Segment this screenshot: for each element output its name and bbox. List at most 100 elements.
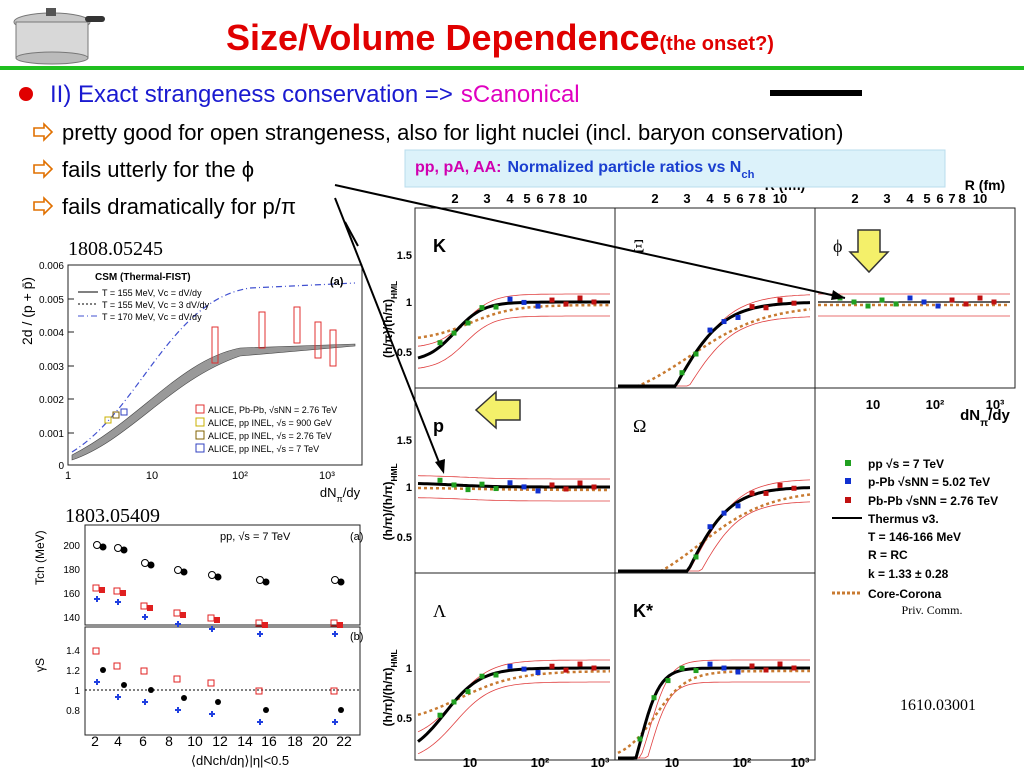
legend-entry: Thermus v3.: [868, 512, 939, 526]
top-tick-label: 8: [958, 191, 965, 206]
core-corona-curve: [417, 303, 610, 340]
marker: [549, 297, 555, 303]
y-tick-label: 0.004: [39, 328, 64, 339]
legend-entry: pp √s = 7 TeV: [868, 457, 944, 471]
marker: [763, 305, 769, 311]
x-tick-label: 10: [463, 755, 477, 768]
marker: [707, 661, 713, 667]
y-axis-label-part: HML: [389, 649, 399, 667]
thermus-curve: [417, 300, 610, 360]
top-tick-label: 4: [706, 191, 714, 206]
marker: [257, 719, 263, 725]
marker: [112, 411, 120, 419]
marker: [507, 296, 513, 302]
marker: [735, 503, 741, 509]
bullet-dot: [19, 87, 33, 101]
top-tick-label: 3: [683, 191, 690, 206]
y-tick-label: 1.2: [66, 666, 80, 677]
marker: [94, 596, 100, 602]
x-tick-label: 10³: [319, 470, 335, 482]
marker: [665, 678, 671, 684]
marker: [763, 667, 769, 673]
marker: [147, 605, 153, 611]
marker: [113, 662, 121, 670]
top-tick-label: 2: [651, 191, 658, 206]
y-tick-label: 0.8: [66, 706, 80, 717]
marker: [207, 679, 215, 687]
panel-label: K*: [633, 601, 653, 621]
x-axis-label: dNπ/dy: [960, 407, 1010, 429]
y-tick-label: 1: [74, 686, 80, 697]
marker: [92, 647, 100, 655]
marker: [214, 617, 220, 623]
top-tick-label: 6: [736, 191, 743, 206]
x-tick-label: 20: [312, 733, 328, 749]
legend-entry: ALICE, pp INEL, √s = 900 GeV: [208, 418, 332, 428]
error-box: [314, 321, 322, 359]
marker: [521, 299, 527, 305]
marker: [749, 304, 755, 310]
marker: [591, 484, 597, 490]
marker: [563, 486, 569, 492]
marker: [791, 665, 797, 671]
marker: [451, 330, 457, 336]
x-tick-label: 10³: [986, 397, 1005, 412]
sub-bullet: fails utterly for the ϕ: [62, 157, 254, 182]
panel-label: p: [433, 416, 444, 436]
legend-marker: [195, 417, 205, 427]
cooker-icon: [13, 8, 105, 65]
panel-label: K: [433, 236, 446, 256]
top-tick-label: 8: [758, 191, 765, 206]
title: Size/Volume Dependence(the onset?): [226, 17, 774, 58]
marker: [577, 295, 583, 301]
legend-entry: ALICE, pp INEL, √s = 2.76 TeV: [208, 431, 332, 441]
marker: [493, 486, 499, 492]
marker: [262, 578, 270, 586]
top-tick-label: 5: [523, 191, 530, 206]
top-tick-label: 5: [723, 191, 730, 206]
legend-entry: k = 1.33 ± 0.28: [868, 567, 949, 581]
x-tick-label: 22: [336, 733, 352, 749]
yellow-arrow: [474, 390, 521, 430]
x-axis-label: ⟨dNch/dη⟩|η|<0.5: [191, 753, 289, 768]
marker: [115, 694, 121, 700]
marker: [337, 578, 345, 586]
model-band: [417, 475, 610, 480]
x-tick-label: 10²: [926, 397, 945, 412]
caption: pp, pA, AA: Normalized particle ratios vs…: [415, 159, 755, 181]
bullet-part: sCanonical: [461, 81, 580, 108]
marker: [479, 305, 485, 311]
x-axis-label: dNπ/dy: [320, 485, 361, 504]
marker: [451, 699, 457, 705]
y-tick-label: 180: [63, 565, 80, 576]
marker: [521, 666, 527, 672]
marker: [121, 682, 127, 688]
legend-entry: ALICE, pp INEL, √s = 7 TeV: [208, 444, 319, 454]
core-corona-curve: [418, 486, 610, 492]
top-tick-label: 7: [748, 191, 755, 206]
hollow-arrow: [33, 159, 54, 179]
plot-frame: [67, 264, 363, 466]
sub-bullet: pretty good for open strangeness, also f…: [62, 120, 843, 145]
top-tick-label: 2: [451, 191, 458, 206]
legend-marker: [195, 404, 205, 414]
x-axis-label-part: π: [337, 494, 343, 504]
marker: [263, 707, 269, 713]
marker: [215, 699, 221, 705]
y-tick-label: 1.5: [397, 250, 412, 262]
legend-entry: T = 155 MeV, Vc = 3 dV/dy: [102, 300, 210, 310]
y-axis-label-part: (h/π)/(h/π): [381, 481, 395, 540]
panel-label: (a): [330, 276, 344, 288]
marker: [707, 524, 713, 530]
top-tick-label: 10: [973, 191, 987, 206]
y-tick-label: 160: [63, 589, 80, 600]
top-tick-label: 8: [558, 191, 565, 206]
marker: [921, 299, 927, 305]
marker: [437, 340, 443, 346]
x-axis-label-part: /dy: [343, 485, 361, 500]
legend-marker: [845, 497, 851, 503]
marker: [104, 416, 112, 424]
legend-entry: R = RC: [868, 548, 908, 562]
x-tick-label: 10³: [791, 755, 810, 768]
